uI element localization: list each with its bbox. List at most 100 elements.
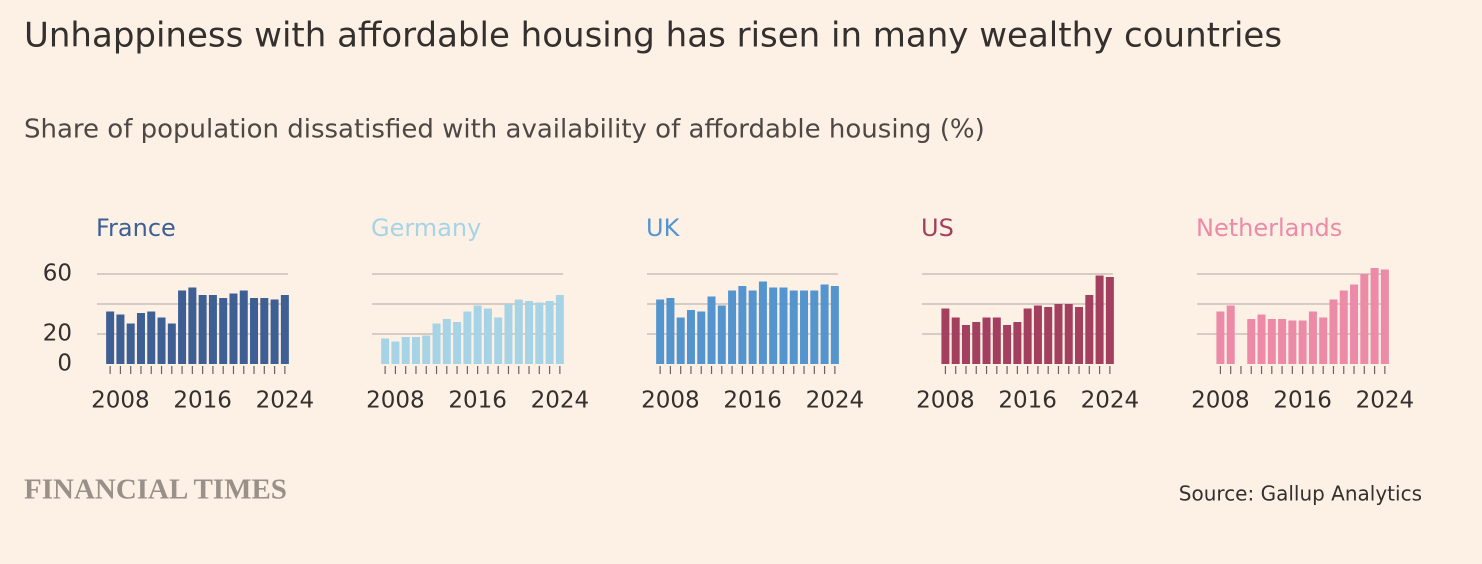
bar (1308, 311, 1317, 364)
x-tick-label: 2024 (1356, 388, 1415, 414)
bar (961, 325, 970, 364)
bar (941, 308, 950, 364)
bar (473, 305, 482, 364)
bar (239, 290, 248, 364)
bar (483, 308, 492, 364)
brand: FINANCIAL TIMES (24, 474, 287, 506)
bar (525, 301, 534, 364)
panel-title: US (921, 214, 954, 242)
bar (697, 311, 706, 364)
bar (1267, 319, 1276, 364)
bar (250, 298, 259, 364)
x-tick-label: 2016 (998, 388, 1057, 414)
bar (1329, 299, 1338, 364)
bar (147, 311, 156, 364)
x-tick-label: 2008 (366, 388, 425, 414)
bar (789, 290, 798, 364)
bar (411, 337, 420, 364)
bar (1370, 268, 1379, 364)
bar (758, 281, 767, 364)
bar (1298, 320, 1307, 364)
bar (1226, 305, 1235, 364)
bar (748, 290, 757, 364)
bar (1360, 274, 1369, 364)
y-tick-label: 20 (43, 321, 72, 347)
bar (1013, 322, 1022, 364)
panel-title: Netherlands (1196, 214, 1342, 242)
bar (106, 311, 115, 364)
bar (656, 299, 665, 364)
bar (707, 296, 716, 364)
bar (514, 299, 523, 364)
bar (769, 287, 778, 364)
x-tick-label: 2016 (448, 388, 507, 414)
bar (432, 323, 441, 364)
bar (157, 317, 166, 364)
bar (1023, 308, 1032, 364)
bar (1216, 311, 1225, 364)
bar (1380, 269, 1389, 364)
bar (453, 322, 462, 364)
bar (779, 287, 788, 364)
bar (1044, 307, 1053, 364)
bar (1278, 319, 1287, 364)
bar (1033, 305, 1042, 364)
bar (992, 317, 1001, 364)
bar (391, 341, 400, 364)
bar (188, 287, 197, 364)
bar (219, 298, 228, 364)
panel-title: UK (646, 214, 681, 242)
bar (198, 295, 207, 364)
y-tick-label: 0 (57, 351, 72, 377)
bar (972, 322, 981, 364)
chart-title: Unhappiness with affordable housing has … (24, 16, 1282, 56)
bar (178, 290, 187, 364)
bar (1257, 314, 1266, 364)
x-tick-label: 2024 (1081, 388, 1140, 414)
x-tick-label: 2016 (1273, 388, 1332, 414)
bar (136, 313, 145, 364)
bar (1288, 320, 1297, 364)
bar (1075, 307, 1084, 364)
bar (260, 298, 269, 364)
bar (504, 304, 513, 364)
panel-title: France (96, 214, 176, 242)
x-tick-label: 2016 (723, 388, 782, 414)
x-tick-label: 2008 (91, 388, 150, 414)
bar (1054, 304, 1063, 364)
x-tick-label: 2008 (641, 388, 700, 414)
bar (820, 284, 829, 364)
bar (422, 335, 431, 364)
bar (717, 305, 726, 364)
bar (208, 295, 217, 364)
bar (555, 295, 564, 364)
bar (442, 319, 451, 364)
bar (686, 310, 695, 364)
x-tick-label: 2024 (531, 388, 590, 414)
bar (1064, 304, 1073, 364)
x-tick-label: 2008 (916, 388, 975, 414)
bar (1350, 284, 1359, 364)
x-tick-label: 2008 (1191, 388, 1250, 414)
panel-title: Germany (371, 214, 481, 242)
bar (1339, 290, 1348, 364)
bar (728, 290, 737, 364)
bar (666, 298, 675, 364)
bar (1095, 275, 1104, 364)
bar (545, 301, 554, 364)
bar (116, 314, 125, 364)
bar (1105, 277, 1114, 364)
bar (1085, 295, 1094, 364)
bar (126, 323, 135, 364)
bar (738, 286, 747, 364)
bar (280, 295, 289, 364)
source: Source: Gallup Analytics (1179, 482, 1422, 506)
bar (1247, 319, 1256, 364)
bar (494, 317, 503, 364)
bar (1319, 317, 1328, 364)
bar (676, 317, 685, 364)
bar (535, 302, 544, 364)
